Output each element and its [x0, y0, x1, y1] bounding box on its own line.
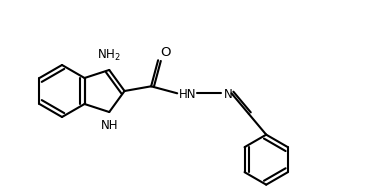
Text: N: N [223, 88, 232, 101]
Text: O: O [160, 46, 171, 59]
Text: HN: HN [179, 88, 197, 101]
Text: NH$_2$: NH$_2$ [97, 48, 121, 63]
Text: NH: NH [100, 119, 118, 132]
